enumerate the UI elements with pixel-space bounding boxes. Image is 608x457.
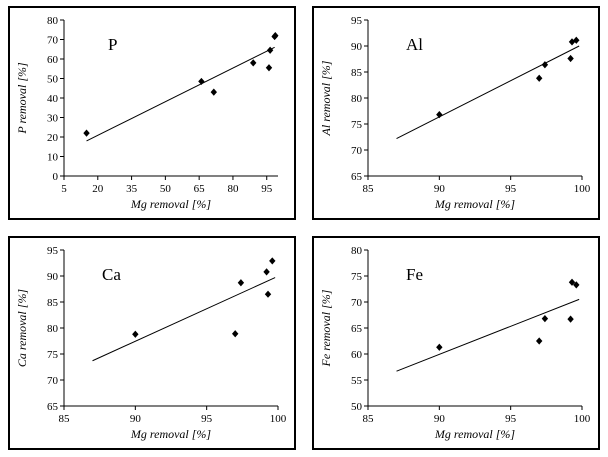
x-tick-label-p: 95	[261, 183, 273, 195]
chart-svg-p: 0 10 20 30 40 50 60 70 80 5 20 35 50 65 80 95 Mg removal…	[15, 15, 279, 211]
data-point-al	[436, 111, 443, 119]
x-axis-label-al: Mg removal [%]	[434, 197, 516, 211]
x-tick-label-fe: 95	[505, 413, 517, 425]
chart-title-p: P	[108, 35, 117, 54]
data-point-p	[266, 46, 274, 54]
chart-panel-p: 0 10 20 30 40 50 60 70 80 5 20 35 50 65 80 95 Mg removal…	[8, 6, 296, 220]
x-tick-label-al: 90	[434, 183, 446, 195]
x-axis-label-fe: Mg removal [%]	[434, 427, 516, 441]
y-tick-label-ca: 65	[47, 401, 59, 413]
data-point-fe	[573, 281, 580, 289]
trendline-fe	[396, 298, 580, 372]
chart-title-al: Al	[406, 35, 423, 54]
x-tick-label-p: 65	[194, 183, 206, 195]
chart-panel-fe: 50 55 60 65 70 75 80 85 90 95 100 Mg removal [%] Fe …	[312, 236, 600, 450]
data-point-fe	[541, 315, 549, 323]
y-tick-label-fe: 65	[351, 323, 363, 335]
data-point-al	[536, 74, 543, 82]
y-tick-label-al: 75	[351, 119, 363, 131]
y-tick-label-ca: 75	[47, 349, 59, 361]
data-point-al	[573, 36, 580, 44]
trendline-p	[86, 46, 275, 142]
y-tick-label-al: 95	[351, 15, 363, 27]
y-tick-label-p: 80	[47, 15, 59, 27]
y-tick-label-p: 30	[47, 113, 59, 125]
chart-svg-al: 65 70 75 80 85 90 95 85 90 95 100 Mg removal [%] Al …	[319, 15, 591, 211]
data-point-ca	[269, 257, 276, 265]
x-tick-label-al: 100	[574, 183, 591, 195]
y-tick-label-al: 65	[351, 171, 363, 183]
y-tick-label-fe: 60	[351, 349, 363, 361]
x-tick-label-al: 85	[363, 183, 375, 195]
data-point-fe	[436, 343, 443, 351]
y-tick-label-fe: 75	[351, 271, 363, 283]
data-point-p	[250, 59, 257, 67]
data-point-p	[265, 64, 273, 72]
y-axis-label-fe: Fe removal [%]	[319, 289, 333, 367]
y-tick-label-fe: 80	[351, 245, 363, 257]
data-point-al	[567, 54, 574, 63]
x-tick-label-ca: 95	[201, 413, 213, 425]
data-point-ca	[237, 279, 245, 287]
data-point-fe	[536, 337, 543, 345]
x-axis-label-p: Mg removal [%]	[130, 197, 212, 211]
x-tick-label-p: 80	[227, 183, 239, 195]
chart-svg-ca: 65 70 75 80 85 90 95 85 90 95 100 Mg removal [%] Ca …	[15, 245, 287, 441]
y-tick-label-ca: 90	[47, 271, 59, 283]
x-tick-label-fe: 85	[363, 413, 375, 425]
y-axis-label-p: P removal [%]	[15, 62, 29, 135]
chart-svg-fe: 50 55 60 65 70 75 80 85 90 95 100 Mg removal [%] Fe …	[319, 245, 591, 441]
y-tick-label-ca: 95	[47, 245, 59, 257]
y-tick-label-p: 70	[47, 35, 59, 47]
x-tick-label-p: 5	[61, 183, 67, 195]
y-tick-label-al: 85	[351, 67, 363, 79]
y-tick-label-al: 70	[351, 145, 363, 157]
chart-title-fe: Fe	[406, 265, 423, 284]
x-tick-label-al: 95	[505, 183, 517, 195]
data-point-p	[272, 32, 279, 40]
y-tick-label-ca: 85	[47, 297, 59, 309]
y-tick-label-fe: 70	[351, 297, 363, 309]
data-point-ca	[264, 290, 272, 298]
y-tick-label-ca: 80	[47, 323, 59, 335]
y-tick-label-al: 90	[351, 41, 363, 53]
data-point-ca	[263, 268, 270, 276]
x-axis-label-ca: Mg removal [%]	[130, 427, 212, 441]
x-tick-label-p: 35	[126, 183, 138, 195]
trendline-ca	[92, 277, 276, 362]
data-point-p	[83, 129, 90, 137]
y-tick-label-al: 80	[351, 93, 363, 105]
y-tick-label-p: 20	[47, 132, 59, 144]
y-axis-label-al: Al removal [%]	[319, 60, 333, 136]
data-point-fe	[567, 315, 574, 323]
y-tick-label-fe: 50	[351, 401, 363, 413]
x-tick-label-fe: 90	[434, 413, 446, 425]
y-tick-label-p: 50	[47, 74, 59, 86]
x-tick-label-p: 20	[92, 183, 104, 195]
chart-title-ca: Ca	[102, 265, 121, 284]
x-tick-label-ca: 85	[59, 413, 71, 425]
x-tick-label-p: 50	[160, 183, 172, 195]
y-tick-label-p: 40	[47, 93, 59, 105]
y-tick-label-p: 0	[53, 171, 59, 183]
y-axis-label-ca: Ca removal [%]	[15, 289, 29, 368]
y-tick-label-p: 10	[47, 152, 59, 164]
data-point-ca	[132, 330, 139, 338]
chart-panel-al: 65 70 75 80 85 90 95 85 90 95 100 Mg removal [%] Al …	[312, 6, 600, 220]
y-tick-label-ca: 70	[47, 375, 59, 387]
trendline-al	[396, 45, 580, 140]
chart-panel-ca: 65 70 75 80 85 90 95 85 90 95 100 Mg removal [%] Ca …	[8, 236, 296, 450]
data-point-ca	[232, 330, 239, 338]
data-point-p	[198, 77, 205, 86]
data-point-p	[210, 88, 217, 96]
y-tick-label-p: 60	[47, 54, 59, 66]
y-tick-label-fe: 55	[351, 375, 363, 387]
x-tick-label-ca: 100	[270, 413, 287, 425]
x-tick-label-ca: 90	[130, 413, 142, 425]
x-tick-label-fe: 100	[574, 413, 591, 425]
